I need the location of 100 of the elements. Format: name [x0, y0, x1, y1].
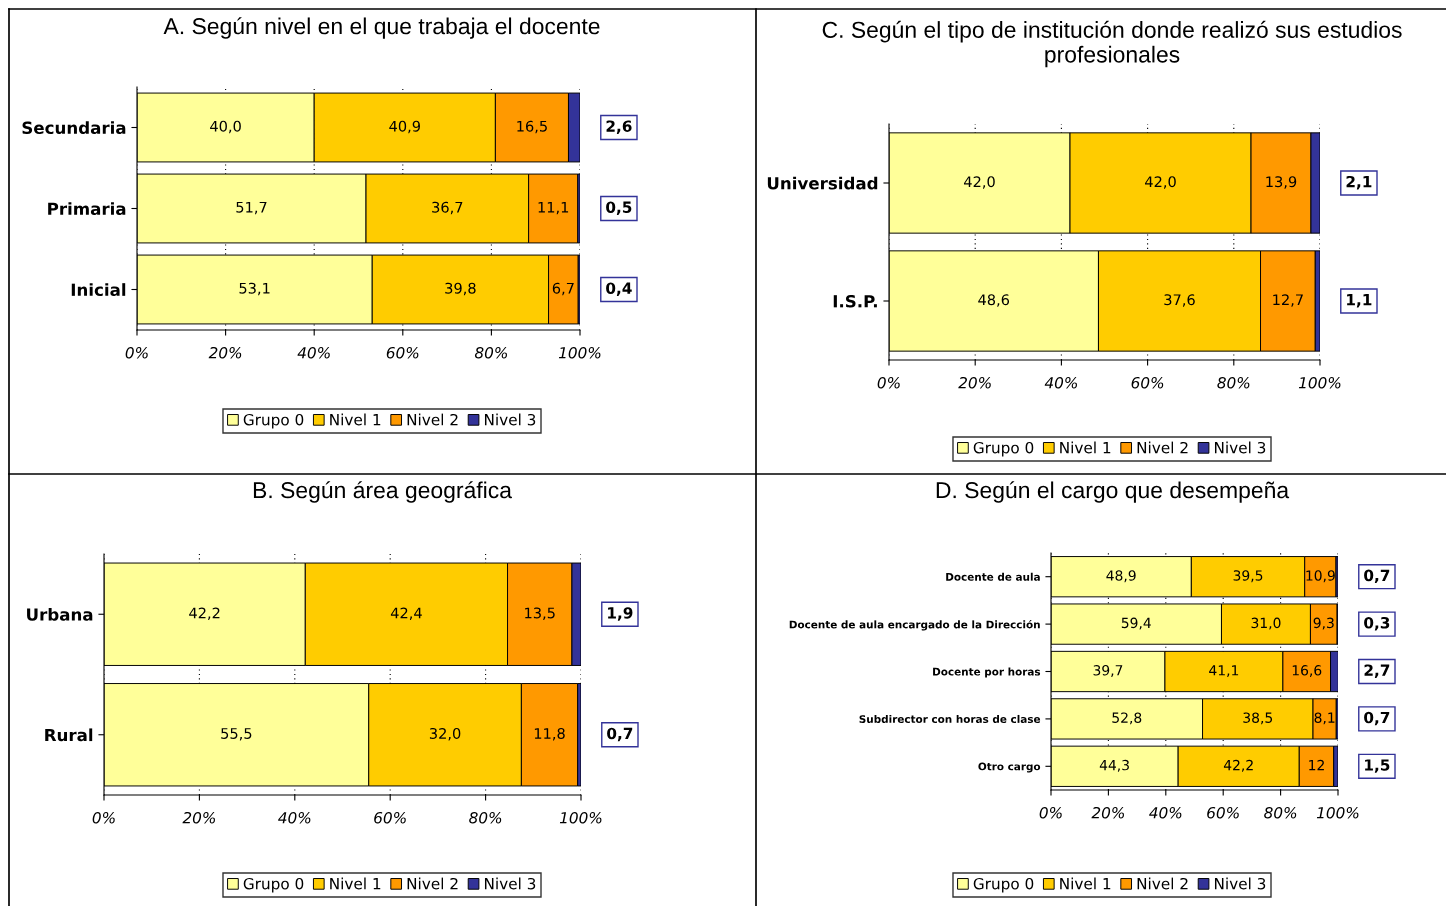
- data-label: 40,9: [389, 120, 420, 134]
- data-label: 42,0: [963, 176, 995, 189]
- legend-label: Grupo 0: [243, 413, 304, 429]
- legend-label: Grupo 0: [973, 441, 1034, 457]
- data-label: 37,6: [1164, 294, 1195, 307]
- data-label: 13,5: [525, 607, 555, 620]
- data-label: 39,8: [445, 282, 476, 296]
- x-tick-label: 100%: [1316, 806, 1359, 819]
- data-label: 51,7: [236, 201, 267, 215]
- x-tick-label: 80%: [1217, 376, 1250, 389]
- data-label: 52,8: [1112, 712, 1142, 725]
- data-label: 1,9: [608, 607, 633, 621]
- data-label: 11,8: [534, 727, 565, 741]
- data-label: 59,4: [1121, 617, 1151, 630]
- x-tick-label: 0%: [92, 811, 115, 824]
- data-label: 16,5: [517, 120, 547, 134]
- data-label: 42,0: [1145, 176, 1176, 189]
- y-tick-label: Primaria: [48, 202, 126, 216]
- data-label: 11,1: [538, 201, 569, 215]
- y-tick-label: Urbana: [27, 607, 93, 621]
- x-tick-label: 40%: [1044, 376, 1077, 389]
- data-label: 48,9: [1106, 570, 1136, 583]
- x-tick-label: 100%: [558, 346, 601, 359]
- x-tick-label: 0%: [1039, 806, 1062, 819]
- x-tick-label: 20%: [182, 811, 215, 824]
- data-label: 38,5: [1243, 712, 1273, 725]
- legend-label: Nivel 3: [1214, 441, 1266, 454]
- chart-title: B. Según área geográfica: [253, 481, 512, 503]
- data-label: 39,7: [1093, 665, 1123, 677]
- data-label: 1,5: [1365, 759, 1390, 773]
- data-label: 12: [1309, 759, 1324, 771]
- x-tick-label: 60%: [1207, 806, 1239, 819]
- legend-label: Grupo 0: [973, 877, 1034, 893]
- x-tick-label: 60%: [386, 346, 419, 359]
- y-tick-label: Docente de aula encargado de la Dirección: [789, 619, 1040, 631]
- x-tick-label: 40%: [278, 811, 311, 824]
- x-tick-label: 20%: [208, 346, 242, 359]
- x-tick-label: 80%: [469, 811, 502, 824]
- y-tick-label: Otro cargo: [978, 762, 1041, 773]
- chart-title: C. Según el tipo de institución donde realizó sus estudios profesionales: [822, 20, 1402, 68]
- data-label: 0,7: [607, 727, 633, 742]
- y-tick-label: Subdirector con horas de clase: [859, 714, 1041, 724]
- x-tick-label: 20%: [958, 376, 991, 389]
- data-label: 36,7: [432, 201, 463, 215]
- x-tick-label: 100%: [1298, 376, 1341, 389]
- legend-label: Nivel 2: [1137, 877, 1188, 890]
- legend-label: Nivel 2: [1137, 441, 1188, 454]
- data-label: 31,0: [1251, 617, 1281, 630]
- data-label: 42,4: [390, 607, 422, 620]
- data-label: 0,7: [1364, 711, 1390, 726]
- legend-label: Grupo 0: [243, 877, 304, 893]
- x-tick-label: 0%: [877, 376, 900, 389]
- data-label: 2,1: [1346, 175, 1372, 190]
- legend-label: Nivel 1: [1060, 877, 1111, 890]
- legend-label: Nivel 3: [484, 877, 536, 890]
- y-tick-label: Inicial: [71, 283, 126, 297]
- data-label: 2,7: [1364, 664, 1390, 678]
- data-label: 0,4: [606, 282, 632, 296]
- x-tick-label: 100%: [559, 811, 602, 824]
- data-label: 8,1: [1314, 712, 1335, 725]
- y-tick-label: I.S.P.: [833, 294, 877, 308]
- data-label: 6,7: [552, 282, 574, 296]
- y-tick-label: Rural: [45, 728, 93, 742]
- data-label: 55,5: [221, 728, 252, 741]
- data-label: 2,6: [606, 120, 632, 134]
- data-label: 53,1: [239, 282, 270, 296]
- legend-label: Nivel 3: [1214, 877, 1266, 890]
- y-tick-label: Docente de aula: [946, 572, 1040, 581]
- data-label: 41,1: [1209, 665, 1239, 677]
- x-tick-label: 20%: [1091, 806, 1124, 819]
- x-tick-label: 80%: [474, 346, 507, 359]
- data-label: 10,9: [1306, 570, 1335, 583]
- data-label: 12,7: [1273, 294, 1303, 307]
- data-label: 44,3: [1099, 759, 1129, 772]
- chart-title: A. Según nivel en el que trabaja el docente: [163, 17, 600, 39]
- x-tick-label: 40%: [297, 346, 330, 359]
- data-label: 42,2: [189, 607, 220, 620]
- data-label: 9,3: [1313, 617, 1334, 630]
- data-label: 0,3: [1364, 616, 1390, 631]
- data-label: 40,0: [210, 120, 241, 134]
- legend-label: Nivel 1: [1060, 441, 1111, 454]
- x-tick-label: 60%: [374, 811, 406, 824]
- legend-label: Nivel 2: [407, 413, 458, 426]
- data-label: 13,9: [1266, 176, 1297, 189]
- data-label: 16,6: [1292, 665, 1322, 677]
- data-label: 1,1: [1347, 294, 1372, 308]
- legend-label: Nivel 1: [330, 877, 381, 890]
- data-label: 0,5: [606, 201, 632, 215]
- data-label: 42,2: [1223, 759, 1253, 772]
- data-label: 48,6: [978, 294, 1010, 307]
- data-label: 32,0: [429, 727, 461, 741]
- chart-title: D. Según el cargo que desempeña: [936, 481, 1290, 503]
- x-tick-label: 60%: [1131, 376, 1164, 389]
- legend-label: Nivel 2: [407, 877, 458, 890]
- y-tick-label: Docente por horas: [933, 667, 1041, 678]
- y-tick-label: Universidad: [767, 176, 878, 190]
- y-tick-label: Secundaria: [22, 121, 126, 135]
- x-tick-label: 80%: [1264, 806, 1297, 819]
- legend-label: Nivel 1: [330, 413, 381, 426]
- data-label: 0,7: [1364, 569, 1390, 584]
